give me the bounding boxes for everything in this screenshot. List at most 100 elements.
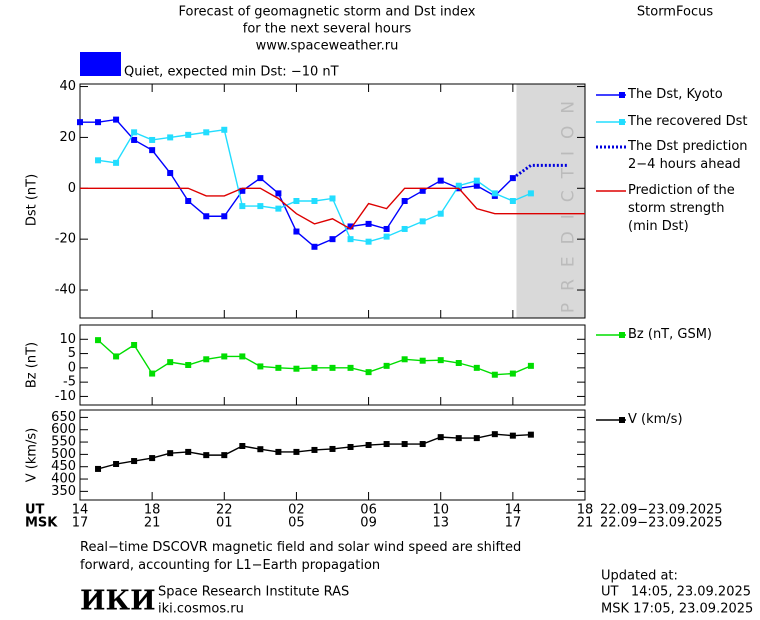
legend-entry: The Dst prediction 2−4 hours ahead — [628, 139, 748, 172]
x-tick-label: 06 — [360, 503, 377, 518]
point — [329, 445, 336, 452]
point — [185, 448, 192, 455]
point — [275, 448, 282, 455]
point — [113, 461, 120, 467]
point — [95, 465, 102, 472]
ut-label: UT — [25, 503, 45, 518]
point — [437, 434, 444, 441]
point — [347, 443, 354, 450]
logo: ИКИ — [80, 586, 156, 617]
y-tick-label: 450 — [51, 459, 76, 474]
title: www.spaceweather.ru — [256, 39, 399, 54]
point — [509, 370, 516, 377]
updated: Updated at: — [601, 569, 678, 584]
point — [185, 131, 192, 138]
point — [311, 364, 318, 371]
legend-entry: V (km/s) — [628, 412, 683, 427]
point — [383, 233, 390, 240]
frame — [79, 324, 586, 406]
point — [347, 223, 354, 230]
point — [311, 446, 318, 453]
series-line — [511, 163, 567, 180]
point — [365, 238, 372, 245]
institute: Space Research Institute RAS — [158, 585, 349, 600]
msk-tick-label: 01 — [216, 516, 233, 531]
point — [131, 342, 138, 348]
y-tick-label: 600 — [51, 422, 76, 437]
point — [221, 213, 228, 220]
frame — [79, 83, 586, 319]
point — [167, 170, 174, 177]
point — [203, 213, 210, 220]
updated-msk: MSK 17:05, 23.09.2025 — [601, 602, 753, 617]
point — [527, 362, 534, 369]
point — [257, 203, 264, 210]
point — [77, 119, 83, 126]
point — [347, 364, 354, 371]
y-tick-label: 0 — [68, 360, 76, 375]
point — [257, 446, 264, 453]
point — [275, 205, 282, 212]
point — [257, 363, 264, 370]
msk-range: 22.09−23.09.2025 — [600, 516, 723, 531]
y-tick-label: 20 — [59, 130, 76, 145]
point — [185, 198, 192, 204]
y-tick-label: 550 — [51, 435, 76, 450]
point — [239, 443, 246, 449]
x-tick-label: 02 — [288, 503, 305, 518]
prediction-zone — [516, 84, 585, 318]
point — [365, 369, 372, 376]
point — [473, 177, 480, 184]
x-tick-label: 18 — [577, 503, 594, 518]
point — [167, 134, 174, 141]
point — [257, 175, 264, 182]
note: Real−time DSCOVR magnetic field and sola… — [80, 540, 522, 573]
point — [401, 441, 408, 448]
y-tick-label: -40 — [55, 283, 76, 298]
updated-ut: UT 14:05, 23.09.2025 — [601, 585, 751, 600]
series-line — [97, 129, 532, 243]
y-tick-label: -10 — [55, 389, 76, 404]
point — [185, 362, 192, 368]
y-tick-label: 650 — [51, 410, 76, 425]
point — [275, 190, 282, 197]
point — [203, 452, 210, 459]
point — [95, 337, 102, 344]
point — [329, 236, 336, 243]
point — [419, 187, 426, 194]
msk-tick-label: 21 — [144, 516, 161, 531]
point — [437, 210, 444, 217]
y-tick-label: 350 — [51, 484, 76, 499]
legend-entry: Bz (nT, GSM) — [628, 327, 713, 342]
y-axis-label: Bz (nT) — [25, 342, 40, 388]
msk-tick-label: 17 — [72, 516, 89, 531]
prediction-label: PREDICTION — [559, 89, 579, 313]
point — [455, 182, 462, 189]
point — [419, 357, 426, 364]
point — [365, 442, 372, 449]
point — [149, 147, 156, 154]
y-tick-label: 400 — [51, 472, 76, 487]
msk-label: MSK — [25, 516, 58, 531]
point — [95, 119, 102, 126]
x-tick-label: 14 — [505, 503, 522, 518]
legend-swatch — [619, 417, 625, 423]
y-tick-label: 10 — [59, 332, 76, 347]
point — [113, 116, 120, 123]
point — [419, 441, 426, 448]
point — [275, 364, 282, 371]
x-tick-label: 14 — [72, 503, 89, 518]
status-box — [80, 52, 121, 76]
point — [221, 126, 228, 133]
point — [383, 362, 390, 369]
msk-tick-label: 17 — [505, 516, 522, 531]
point — [239, 187, 246, 194]
title: for the next several hours — [243, 22, 412, 37]
point — [383, 441, 390, 448]
point — [473, 435, 480, 442]
x-tick-label: 22 — [216, 503, 233, 518]
msk-tick-label: 21 — [577, 516, 594, 531]
point — [509, 198, 516, 204]
status: Quiet, expected min Dst: −10 nT — [124, 65, 339, 80]
